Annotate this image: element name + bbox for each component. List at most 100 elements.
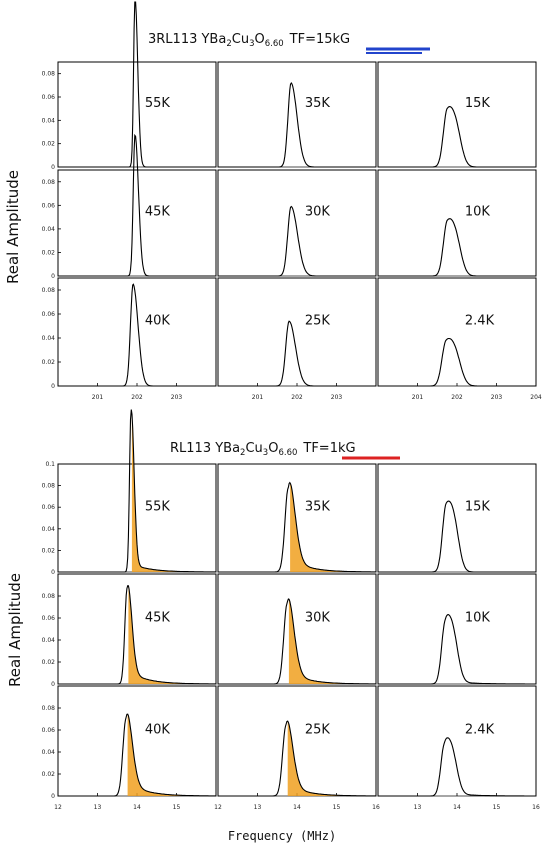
- panel-frame: [57, 277, 217, 387]
- panel-temperature-label: 2.4K: [465, 722, 495, 737]
- panel-frame: [377, 277, 537, 387]
- top-y-axis-label: Real Amplitude: [4, 170, 22, 284]
- panel-temperature-label: 10K: [465, 205, 491, 220]
- y-tick-label: 0.06: [42, 311, 56, 318]
- series-line: [378, 218, 536, 277]
- series-line: [58, 283, 216, 387]
- shaded-tail-region: [287, 721, 342, 796]
- series-line: [58, 1, 216, 168]
- panel-temperature-label: 40K: [145, 722, 171, 737]
- y-tick-label: 0.04: [42, 335, 56, 342]
- x-tick-label: 203: [331, 394, 343, 401]
- y-tick-label: 0.02: [42, 771, 56, 778]
- panel-frame: [377, 685, 537, 797]
- panel-frame: [377, 169, 537, 277]
- x-tick-label: 201: [252, 394, 264, 401]
- series-line: [58, 713, 216, 797]
- x-tick-label: 202: [451, 394, 463, 401]
- y-tick-label: 0.06: [42, 615, 56, 622]
- y-tick-label: 0.06: [42, 202, 56, 209]
- series-line: [58, 409, 216, 573]
- y-tick-label: 0.08: [42, 287, 56, 294]
- y-tick-label: 0: [51, 681, 55, 688]
- x-tick-label: 202: [291, 394, 303, 401]
- y-tick-label: 0.02: [42, 359, 56, 366]
- top-field-label: TF=15kG: [289, 32, 350, 47]
- x-tick-label: 12: [54, 804, 62, 811]
- y-tick-label: 0.06: [42, 504, 56, 511]
- x-tick-label: 202: [131, 394, 143, 401]
- y-tick-label: 0: [51, 793, 55, 800]
- panel-temperature-label: 2.4K: [465, 313, 495, 328]
- x-tick-label: 14: [453, 804, 461, 811]
- y-tick-label: 0: [51, 273, 55, 280]
- panel-temperature-label: 45K: [145, 610, 171, 625]
- y-tick-label: 0.08: [42, 483, 56, 490]
- x-tick-label: 13: [414, 804, 422, 811]
- y-tick-label: 0.06: [42, 94, 56, 101]
- series-line: [58, 133, 216, 277]
- x-tick-label: 15: [173, 804, 181, 811]
- x-tick-label: 203: [491, 394, 503, 401]
- series-line: [218, 320, 376, 387]
- y-tick-label: 0.02: [42, 659, 56, 666]
- series-line: [218, 81, 376, 168]
- panel-temperature-label: 30K: [305, 205, 331, 220]
- series-line: [378, 614, 536, 685]
- y-tick-label: 0.02: [42, 547, 56, 554]
- panel-temperature-label: 55K: [145, 96, 171, 111]
- y-tick-label: 0.08: [42, 179, 56, 186]
- panel-temperature-label: 40K: [145, 313, 171, 328]
- panel-frame: [217, 277, 377, 387]
- series-line: [58, 585, 216, 685]
- panel-grid: 0 0.02 0.04 0.06 0.08 55K 35K 15K 0 0.02 0.04 0.06 0…: [42, 1, 542, 811]
- y-tick-label: 0.04: [42, 526, 56, 533]
- panel-frame: [377, 463, 537, 573]
- panel-temperature-label: 25K: [305, 722, 331, 737]
- y-tick-label: 0.1: [45, 461, 55, 468]
- y-tick-label: 0.08: [42, 705, 56, 712]
- x-tick-label: 16: [532, 804, 540, 811]
- y-tick-label: 0: [51, 383, 55, 390]
- shaded-tail-region: [288, 599, 343, 684]
- x-tick-label: 13: [254, 804, 262, 811]
- panel-temperature-label: 55K: [145, 499, 171, 514]
- bottom-figure-title: RL113 YBa2Cu3O6.60 TF=1kG: [170, 441, 356, 458]
- y-tick-label: 0.04: [42, 117, 56, 124]
- panel-temperature-label: 30K: [305, 610, 331, 625]
- panel-temperature-label: 15K: [465, 499, 491, 514]
- panel-frame: [57, 169, 217, 277]
- x-tick-label: 12: [214, 804, 222, 811]
- panel-temperature-label: 45K: [145, 205, 171, 220]
- x-tick-label: 204: [530, 394, 542, 401]
- x-tick-label: 16: [372, 804, 380, 811]
- series-line: [378, 737, 536, 797]
- bottom-field-label: TF=1kG: [302, 441, 355, 456]
- y-tick-label: 0.04: [42, 226, 56, 233]
- y-tick-label: 0.08: [42, 71, 56, 78]
- panel-temperature-label: 35K: [305, 499, 331, 514]
- shaded-tail-region: [290, 482, 344, 572]
- panel-temperature-label: 25K: [305, 313, 331, 328]
- y-tick-label: 0: [51, 164, 55, 171]
- x-tick-label: 15: [493, 804, 501, 811]
- x-axis-label: Frequency (MHz): [228, 829, 336, 843]
- series-line: [378, 337, 536, 387]
- panel-frame: [377, 61, 537, 168]
- y-tick-label: 0.04: [42, 637, 56, 644]
- x-tick-label: 203: [171, 394, 183, 401]
- top-figure-title: 3RL113 YBa2Cu3O6.60 TF=15kG: [148, 32, 350, 49]
- x-tick-label: 201: [92, 394, 104, 401]
- y-tick-label: 0.06: [42, 727, 56, 734]
- bottom-y-axis-label: Real Amplitude: [6, 573, 24, 687]
- series-line: [218, 720, 376, 797]
- panel-frame: [217, 169, 377, 277]
- x-tick-label: 13: [94, 804, 102, 811]
- series-line: [218, 481, 376, 573]
- panel-temperature-label: 35K: [305, 96, 331, 111]
- shaded-tail-region: [127, 714, 182, 796]
- y-tick-label: 0.02: [42, 249, 56, 256]
- y-tick-label: 0.02: [42, 141, 56, 148]
- series-line: [378, 500, 536, 573]
